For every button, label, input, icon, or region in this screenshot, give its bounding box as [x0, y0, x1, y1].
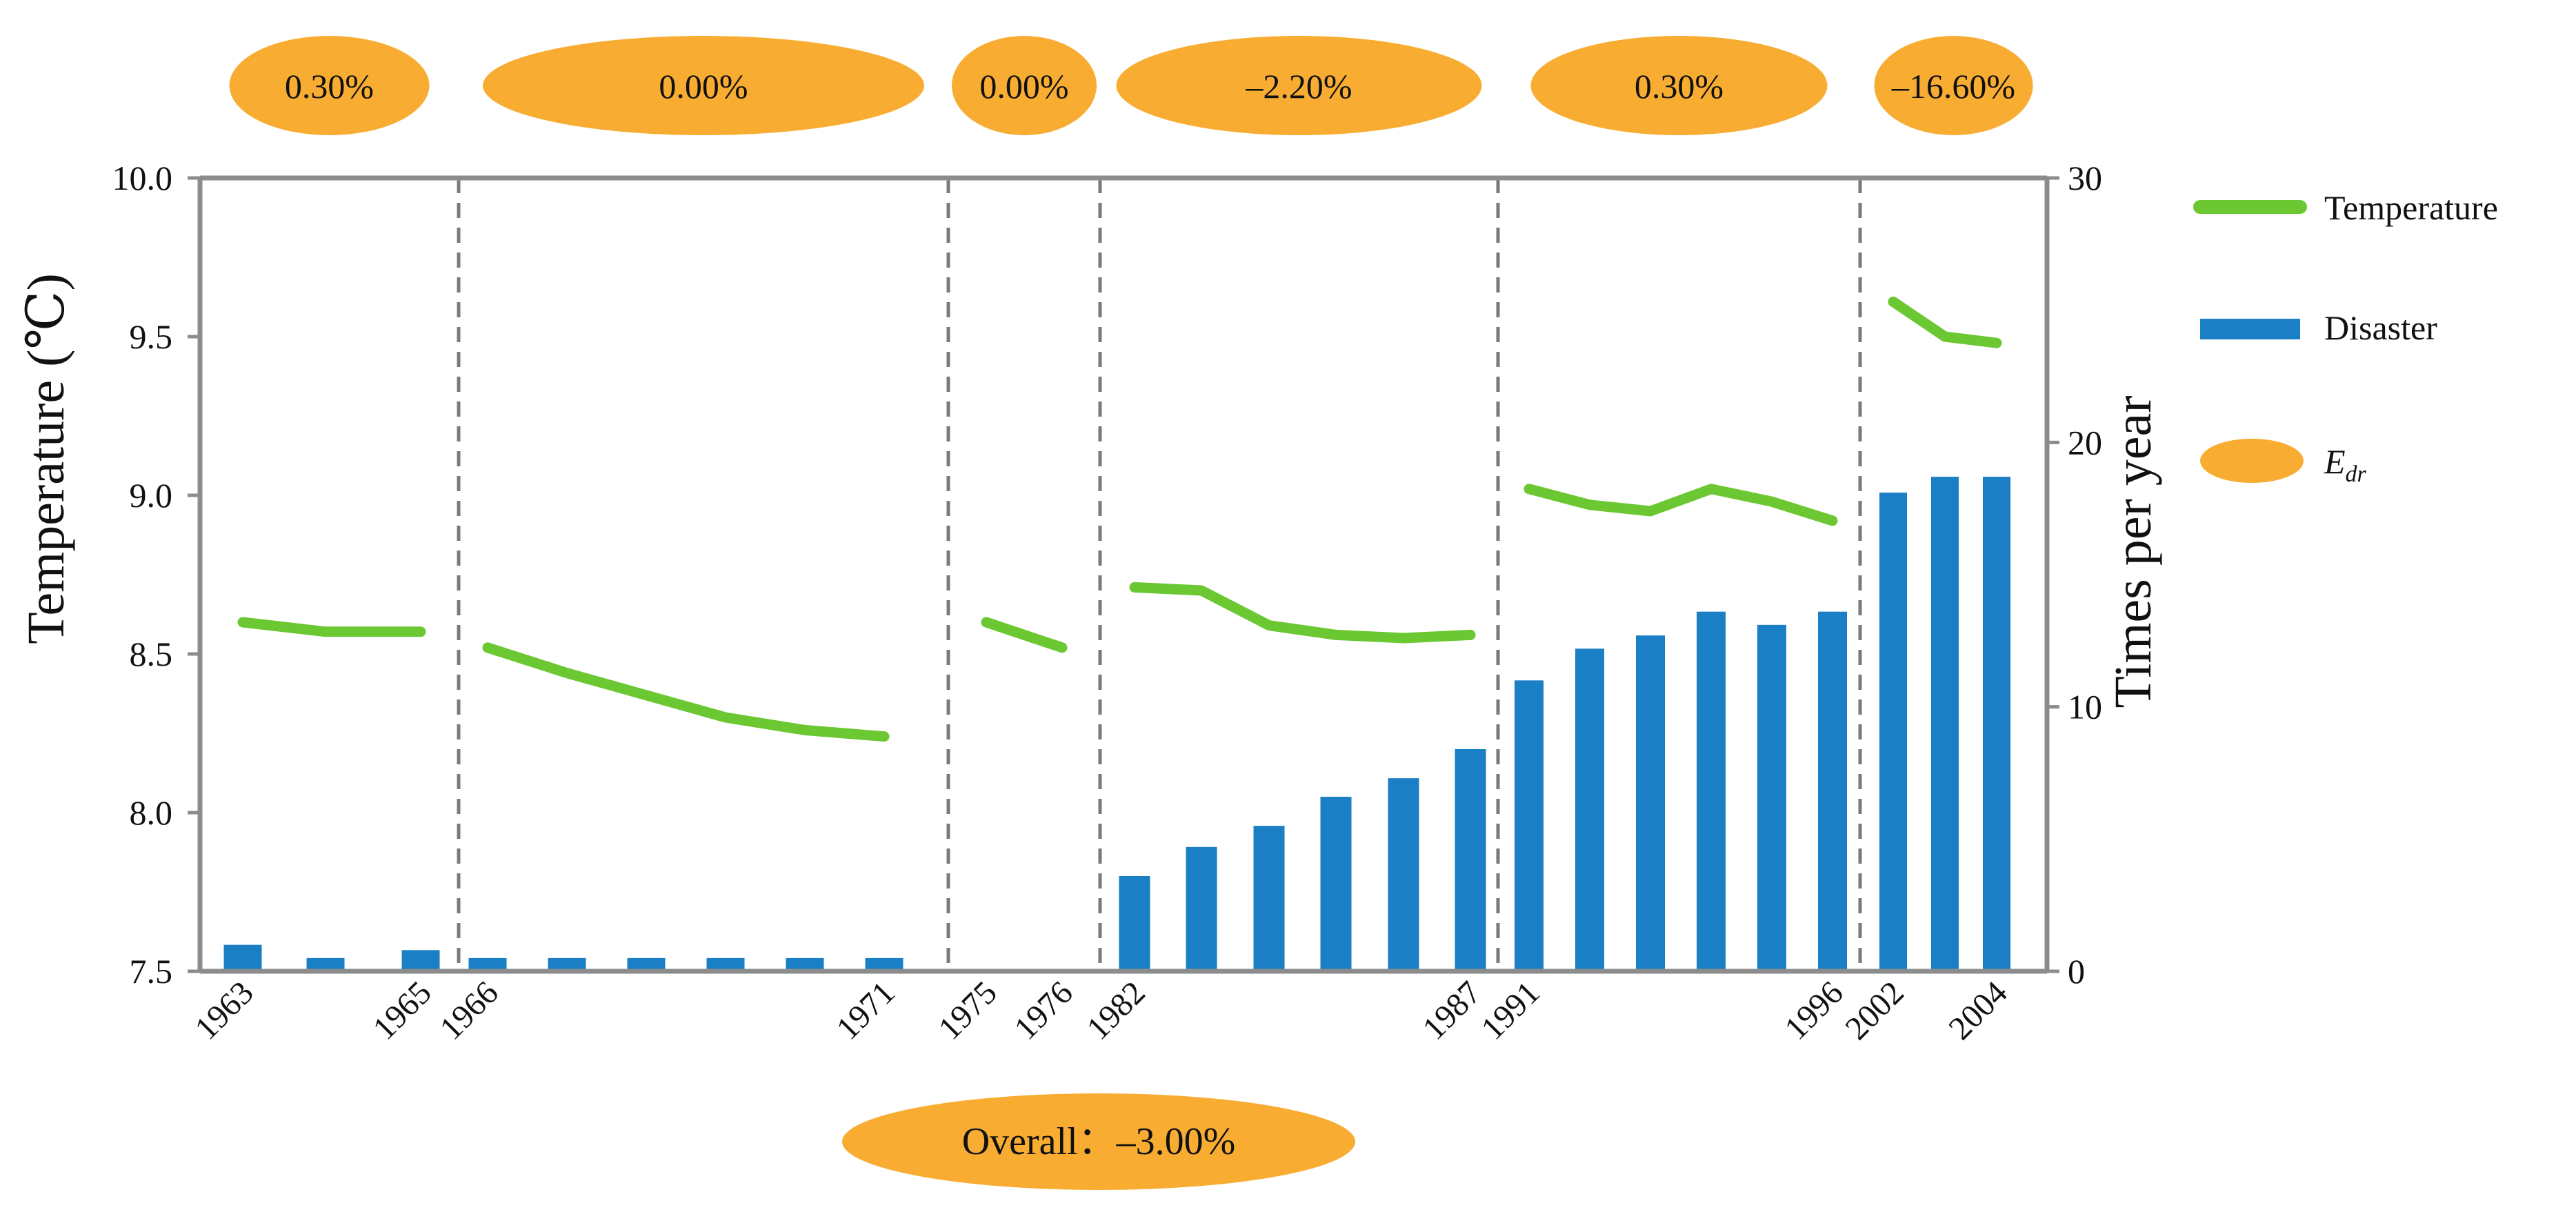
disaster-bar [1515, 680, 1544, 971]
y-tick-left-label: 8.0 [130, 793, 173, 832]
x-tick-label: 1966 [432, 974, 505, 1046]
disaster-bar [1931, 477, 1959, 971]
overall-ellipse [842, 1093, 1355, 1190]
legend-temperature-label: Temperature [2324, 188, 2498, 227]
y-axis-left-label: Temperature (℃) [17, 273, 75, 644]
plot-area [457, 178, 1862, 971]
edr-label: 0.30% [285, 67, 374, 106]
overall-label: Overall：–3.00% [962, 1120, 1236, 1163]
disaster-bar [1818, 611, 1847, 971]
disaster-bar [1636, 635, 1665, 971]
edr-label: 0.00% [659, 67, 748, 106]
edr-label: –2.20% [1245, 67, 1352, 106]
temperature-lines [237, 296, 2002, 742]
disaster-bar [1388, 778, 1419, 971]
edr-ellipse [1116, 36, 1482, 135]
edr-ellipses: 0.30% 0.00% 0.00% –2.20% 0.30% –16.60% [229, 36, 2033, 135]
legend-edr-label: Edr [2324, 442, 2367, 487]
disaster-bar [401, 950, 440, 971]
x-tick-label: 2002 [1838, 974, 1910, 1046]
y-tick-left-label: 8.5 [130, 635, 173, 673]
edr-label: –16.60% [1891, 67, 2015, 106]
y-tick-left-label: 9.0 [130, 476, 173, 515]
overall-badge: Overall：–3.00% [842, 1093, 1355, 1190]
temperature-line [237, 617, 426, 637]
x-tick-label: 1987 [1415, 974, 1488, 1046]
edr-label: 0.00% [979, 67, 1068, 106]
edr-ellipse [483, 36, 924, 135]
disaster-bar [548, 957, 586, 971]
disaster-bar [468, 957, 507, 971]
disaster-bar [1757, 624, 1786, 971]
temperature-line [1129, 582, 1476, 644]
disaster-bars [223, 477, 2010, 971]
disaster-bar [306, 957, 345, 971]
x-tick-label: 1965 [366, 974, 438, 1046]
y-tick-right-label: 10 [2068, 688, 2102, 726]
x-tick-label: 1996 [1777, 974, 1850, 1046]
disaster-bar [1186, 846, 1217, 971]
edr-label: 0.30% [1635, 67, 1724, 106]
y-tick-right-label: 0 [2068, 952, 2085, 991]
edr-ellipse [1530, 36, 1828, 135]
disaster-bar [1575, 648, 1604, 971]
disaster-bar [1320, 797, 1352, 971]
y-tick-left-label: 10.0 [112, 159, 173, 197]
y-axis-right-label: Times per year [2104, 395, 2162, 708]
x-tick-label: 1975 [931, 974, 1004, 1046]
disaster-bar [1983, 477, 2010, 971]
disaster-bar [865, 957, 903, 971]
disaster-bar [706, 957, 745, 971]
legend-disaster-label: Disaster [2324, 308, 2437, 347]
x-tick-label: 1991 [1474, 974, 1546, 1046]
legend-edr-sub: dr [2346, 461, 2367, 487]
legend-edr-main: E [2324, 442, 2346, 481]
edr-ellipse [229, 36, 430, 135]
temperature-line [482, 642, 890, 742]
x-tick-label: 1971 [829, 974, 901, 1046]
temperature-line [981, 617, 1068, 653]
disaster-bar [1455, 749, 1486, 971]
disaster-bar [1253, 826, 1285, 971]
x-tick-label: 1963 [188, 974, 260, 1046]
x-tick-label: 2004 [1941, 974, 2014, 1046]
y-tick-right-label: 20 [2068, 423, 2102, 461]
temperature-line [1888, 296, 2002, 348]
disaster-bar [1119, 876, 1150, 971]
legend-disaster-swatch [2200, 319, 2300, 339]
edr-ellipse [1874, 36, 2033, 135]
legend-edr-swatch [2200, 439, 2304, 483]
x-tick-label: 1976 [1007, 974, 1079, 1046]
disaster-bar [1879, 493, 1907, 971]
disaster-bar [786, 957, 824, 971]
disaster-bar [223, 944, 262, 971]
edr-ellipse [952, 36, 1097, 135]
legend: Temperature Disaster Edr [2193, 188, 2498, 487]
y-tick-right-label: 30 [2068, 159, 2102, 197]
y-tick-left-label: 9.5 [130, 317, 173, 356]
y-tick-left-label: 7.5 [130, 952, 173, 991]
disaster-bar [627, 957, 666, 971]
disaster-bar [1697, 611, 1726, 971]
x-tick-label: 1982 [1079, 974, 1152, 1046]
temperature-line [1524, 484, 1838, 526]
